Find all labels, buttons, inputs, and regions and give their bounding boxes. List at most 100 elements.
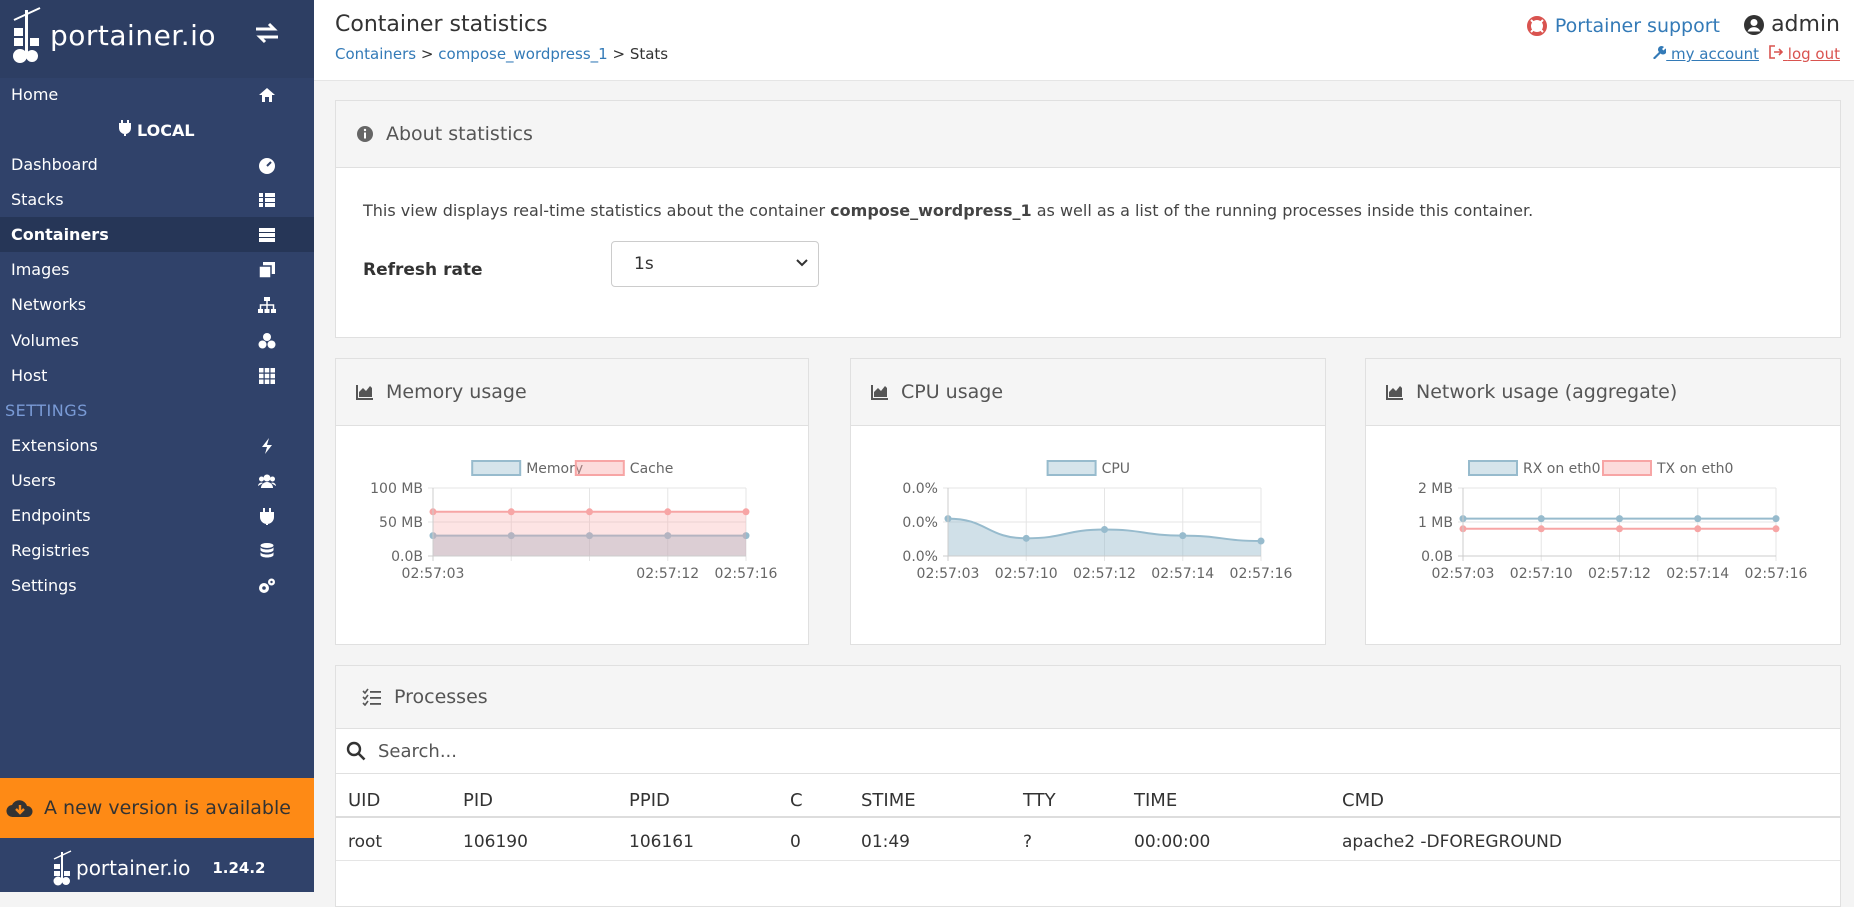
home-icon: [259, 88, 275, 102]
column-header-c[interactable]: C: [790, 790, 803, 811]
x-tick-label: 02:57:12: [1073, 566, 1136, 582]
sidebar-item-label: Networks: [11, 295, 87, 314]
series-area: [433, 535, 746, 556]
search-icon: [346, 741, 366, 761]
wrench-icon: [1653, 45, 1667, 60]
column-header-uid[interactable]: UID: [348, 790, 381, 811]
database-icon: [260, 543, 274, 558]
legend-swatch: [1046, 460, 1097, 476]
cloud-download-icon: [6, 800, 33, 818]
column-header-cmd[interactable]: CMD: [1342, 790, 1384, 811]
settings-heading: SETTINGS: [5, 401, 88, 420]
cell-cmd: apache2 -DFOREGROUND: [1342, 832, 1562, 852]
footer-logo: portainer.io 1.24.2: [52, 850, 265, 886]
column-header-pid[interactable]: PID: [463, 790, 494, 811]
legend-swatch: [1468, 460, 1518, 476]
data-point: [586, 508, 593, 516]
portainer-logo[interactable]: portainer.io: [10, 6, 216, 64]
sidebar-item-label: Dashboard: [11, 155, 98, 174]
about-description: This view displays real-time statistics …: [363, 201, 1534, 220]
sidebar-item-label: Host: [11, 366, 48, 385]
x-tick-label: 02:57:10: [995, 566, 1058, 582]
cell-stime: 01:49: [861, 832, 910, 852]
data-point: [1101, 525, 1108, 533]
data-point: [742, 508, 750, 516]
refresh-rate-select[interactable]: 1s: [611, 241, 819, 287]
cell-ppid: 106161: [629, 832, 694, 852]
data-point: [1616, 515, 1623, 523]
memory-usage-panel: Memory usage 100 MB 50 MB 0.0B 02:57:03 02:5…: [335, 358, 809, 645]
users-icon: [258, 474, 276, 488]
user-menu: admin: [1743, 12, 1840, 37]
panel-header: About statistics: [336, 101, 1840, 168]
y-tick-label: 0.0%: [902, 549, 938, 565]
sidebar-item-volumes[interactable]: Volumes: [0, 323, 314, 358]
legend-label: Cache: [630, 461, 674, 477]
series-area: [433, 511, 746, 556]
x-tick-label: 02:57:16: [1230, 566, 1293, 582]
x-tick-label: 02:57:16: [715, 566, 778, 582]
column-header-tty[interactable]: TTY: [1023, 790, 1056, 811]
update-banner[interactable]: A new version is available: [0, 778, 314, 838]
life-ring-icon: [1526, 16, 1547, 36]
panel-header: CPU usage: [851, 359, 1325, 426]
data-point: [507, 508, 515, 516]
data-point: [664, 508, 672, 516]
support-link[interactable]: Portainer support: [1526, 15, 1720, 37]
plug-icon: [260, 508, 274, 525]
sidebar-item-home[interactable]: Home: [0, 77, 314, 112]
sidebar-item-endpoints[interactable]: Endpoints: [0, 498, 314, 533]
sidebar-item-host[interactable]: Host: [0, 358, 314, 393]
legend-swatch: [471, 460, 522, 476]
sidebar-item-networks[interactable]: Networks: [0, 287, 314, 322]
sidebar-item-dashboard[interactable]: Dashboard: [0, 147, 314, 182]
sidebar-item-label: Settings: [11, 576, 77, 595]
column-header-stime[interactable]: STIME: [861, 790, 916, 811]
sidebar-item-registries[interactable]: Registries: [0, 533, 314, 568]
logo-text: portainer.io: [50, 18, 217, 52]
cell-time: 00:00:00: [1134, 832, 1211, 852]
sidebar-item-containers[interactable]: Containers: [0, 217, 314, 252]
legend-swatch: [574, 460, 625, 476]
toggle-sidebar-icon[interactable]: [254, 22, 280, 48]
sidebar-item-stacks[interactable]: Stacks: [0, 182, 314, 217]
data-point: [586, 532, 593, 540]
data-point: [1537, 515, 1545, 523]
sidebar-item-extensions[interactable]: Extensions: [0, 428, 314, 463]
x-tick-label: 02:57:14: [1151, 566, 1214, 582]
data-point: [1537, 525, 1545, 533]
y-tick-label: 100 MB: [370, 481, 423, 497]
sidebar-item-label: Extensions: [11, 436, 98, 455]
portainer-crane-icon: [53, 850, 72, 886]
column-header-ppid[interactable]: PPID: [629, 790, 670, 811]
sidebar-item-label: Users: [11, 471, 56, 490]
legend-swatch: [1602, 460, 1652, 476]
cpu-usage-panel: CPU usage 0.0% 0.0% 0.0% 02:57:03 02:57:10 02…: [850, 358, 1326, 645]
area-chart-icon: [356, 385, 373, 400]
update-banner-text: A new version is available: [44, 797, 291, 819]
column-header-time[interactable]: TIME: [1134, 790, 1178, 811]
breadcrumb-container-link[interactable]: compose_wordpress_1: [438, 45, 608, 63]
sidebar-item-settings[interactable]: Settings: [0, 568, 314, 603]
sidebar: portainer.io Home LOCAL Dashboard Stacks…: [0, 0, 314, 892]
cpu-usage-chart: 0.0%0.0%0.0%02:57:03 02:57:10 02:57:12 02:5…: [902, 460, 1293, 582]
tasks-icon: [362, 688, 381, 706]
cell-c: 0: [790, 832, 801, 852]
cell-tty: ?: [1023, 832, 1033, 852]
search-input[interactable]: [376, 739, 980, 763]
y-tick-label: 0.0%: [902, 481, 938, 497]
sidebar-item-images[interactable]: Images: [0, 252, 314, 287]
cell-uid: root: [348, 832, 383, 852]
th-icon: [259, 368, 275, 384]
area-chart-icon: [1386, 385, 1403, 400]
sidebar-item-users[interactable]: Users: [0, 463, 314, 498]
sidebar-item-label: Volumes: [11, 331, 79, 350]
my-account-link[interactable]: my account: [1652, 45, 1759, 63]
account-links: my account log out: [1652, 45, 1840, 63]
breadcrumb-containers-link[interactable]: Containers: [335, 45, 417, 63]
log-out-link[interactable]: log out: [1769, 45, 1840, 63]
processes-panel: Processes UID PID PPID C STIME TTY TIME …: [335, 665, 1841, 907]
x-tick-label: 02:57:10: [1510, 566, 1573, 582]
